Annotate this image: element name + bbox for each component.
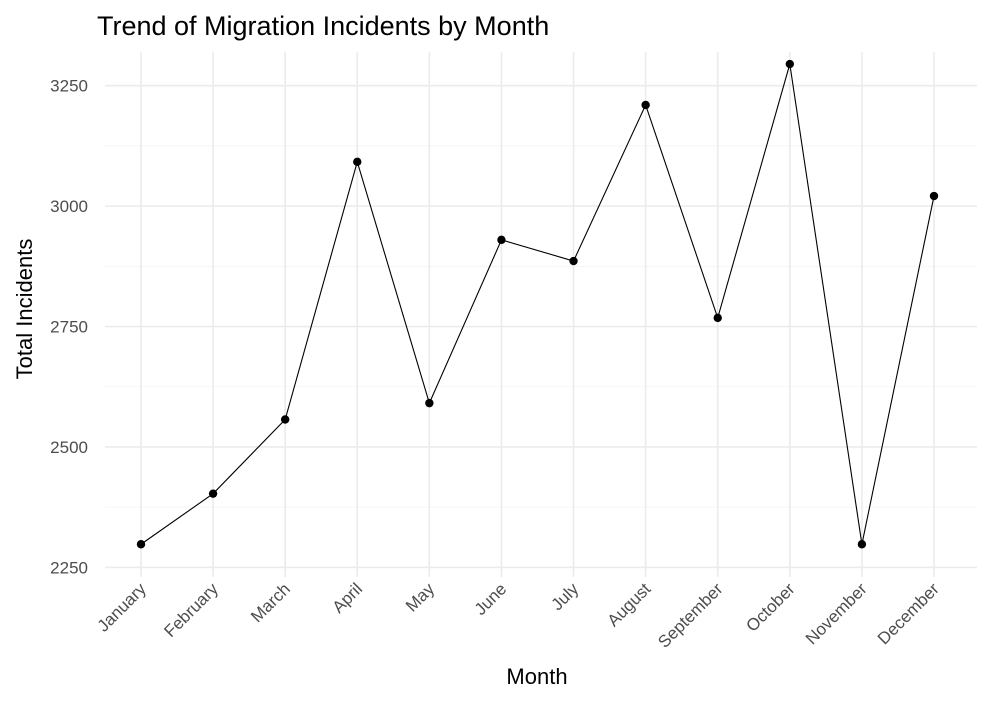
x-tick-label-august: August: [604, 579, 655, 630]
x-tick-label-march: March: [247, 579, 294, 626]
y-tick-label: 2500: [50, 438, 88, 457]
data-point-april: [353, 157, 362, 167]
data-point-may: [425, 398, 434, 408]
x-tick-label-july: July: [548, 579, 583, 614]
data-point-october: [785, 59, 795, 69]
data-point-march: [280, 415, 290, 424]
x-axis-title: Month: [506, 664, 567, 689]
data-point-november: [857, 540, 867, 549]
x-tick-label-december: December: [874, 579, 943, 648]
y-tick-label: 2250: [50, 558, 88, 577]
data-point-august: [641, 100, 650, 110]
y-tick-label: 3000: [50, 197, 88, 216]
y-tick-label: 2750: [50, 318, 88, 337]
x-tick-label-april: April: [329, 579, 366, 616]
y-tick-label: 3250: [50, 77, 88, 96]
data-point-february: [208, 489, 218, 498]
x-tick-label-june: June: [471, 579, 511, 619]
y-axis-title: Total Incidents: [12, 239, 37, 380]
x-tick-label-september: September: [654, 579, 726, 651]
x-tick-label-january: January: [94, 579, 151, 636]
x-axis-ticks: January February March April May June July Augu…: [94, 579, 943, 652]
x-tick-label-february: February: [160, 579, 222, 641]
x-tick-label-november: November: [802, 579, 871, 648]
data-point-december: [929, 191, 939, 201]
y-axis-ticks: 2250 2500 2750 3000 3250: [50, 77, 88, 578]
x-tick-label-may: May: [402, 579, 438, 615]
data-point-june: [497, 235, 506, 245]
data-point-july: [569, 256, 578, 266]
x-tick-label-october: October: [742, 579, 798, 635]
data-point-january: [136, 540, 146, 549]
series-line: [140, 63, 935, 545]
data-point-september: [713, 313, 722, 323]
chart-title: Trend of Migration Incidents by Month: [97, 11, 549, 41]
series-trend: [136, 59, 939, 549]
grid: [105, 52, 977, 577]
